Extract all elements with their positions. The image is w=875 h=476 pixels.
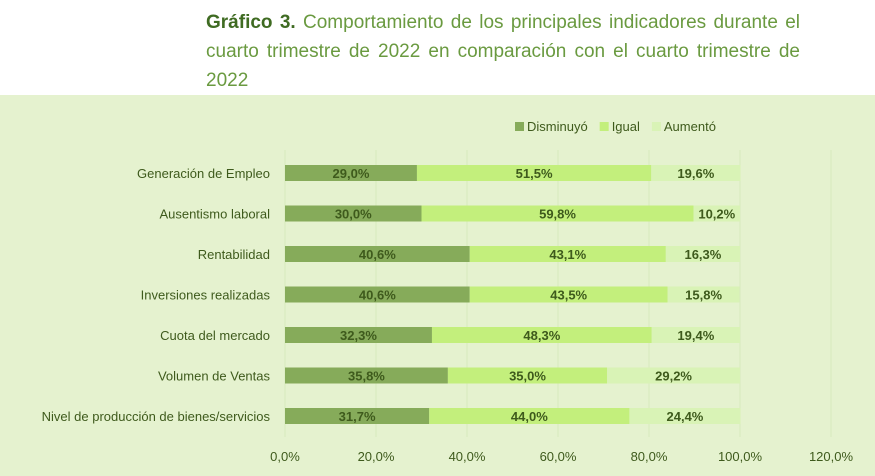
data-label: 35,8% [348, 369, 385, 384]
bar-segment [285, 408, 430, 424]
x-tick-label: 0,0% [270, 449, 300, 464]
data-label: 19,6% [677, 166, 714, 181]
data-label: 40,6% [359, 288, 396, 303]
x-tick-label: 120,0% [809, 449, 854, 464]
x-tick-label: 80,0% [631, 449, 668, 464]
data-label: 29,0% [333, 166, 370, 181]
legend-swatch [599, 122, 609, 131]
data-label: 19,4% [677, 328, 714, 343]
bar-segment [429, 408, 630, 424]
category-label: Rentabilidad [198, 247, 270, 262]
bar-segment [285, 205, 422, 222]
data-label: 10,2% [698, 207, 735, 222]
bar-segment [285, 165, 417, 181]
data-label: 16,3% [684, 247, 721, 262]
bar-segment [285, 327, 432, 343]
bar-segment [651, 327, 740, 343]
x-tick-label: 60,0% [540, 449, 577, 464]
category-label: Inversiones realizadas [141, 288, 271, 303]
x-tick-label: 100,0% [718, 449, 763, 464]
bar-segment [469, 246, 666, 262]
legend-label: Disminuyó [527, 119, 588, 134]
title-line1: Comportamiento de los principales indica… [303, 12, 800, 33]
category-label: Cuota del mercado [160, 328, 270, 343]
data-label: 15,8% [685, 288, 722, 303]
data-label: 30,0% [335, 207, 372, 222]
bar-segment [416, 165, 652, 181]
x-tick-label: 40,0% [449, 449, 486, 464]
x-tick-label: 20,0% [358, 449, 395, 464]
bar-segment [447, 367, 608, 384]
data-label: 40,6% [359, 247, 396, 262]
data-label: 48,3% [523, 328, 560, 343]
category-label: Ausentismo laboral [159, 207, 270, 222]
title-bold: Gráfico 3. [206, 12, 296, 33]
data-label: 24,4% [667, 409, 704, 424]
legend-label: Igual [612, 119, 640, 134]
category-label: Generación de Empleo [137, 166, 270, 181]
legend-swatch [515, 122, 524, 131]
data-label: 43,1% [549, 247, 586, 262]
bar-segment [651, 165, 741, 181]
bar-segment [421, 205, 694, 222]
bar-segment [285, 367, 448, 384]
category-label: Nivel de producción de bienes/servicios [42, 409, 271, 424]
legend-swatch [651, 122, 661, 131]
bar-segment [665, 246, 740, 262]
bar-segment [667, 286, 740, 303]
chart-title: Gráfico 3. Comportamiento de los princip… [206, 8, 800, 95]
bar-segment [629, 408, 741, 424]
data-label: 29,2% [655, 369, 692, 384]
title-line2: cuarto trimestre de 2022 en comparación … [206, 41, 800, 91]
legend-label: Aumentó [664, 119, 716, 134]
data-label: 31,7% [339, 409, 376, 424]
data-label: 59,8% [539, 207, 576, 222]
bar-segment [469, 286, 668, 303]
data-label: 44,0% [511, 409, 548, 424]
data-label: 51,5% [516, 166, 553, 181]
category-label: Volumen de Ventas [158, 369, 271, 384]
data-label: 43,5% [550, 288, 587, 303]
bar-segment [431, 327, 652, 343]
data-label: 35,0% [509, 369, 546, 384]
data-label: 32,3% [340, 328, 377, 343]
bar-segment [693, 205, 740, 222]
bar-segment [285, 286, 470, 303]
bar-segment [607, 367, 740, 384]
bar-segment [285, 246, 470, 262]
